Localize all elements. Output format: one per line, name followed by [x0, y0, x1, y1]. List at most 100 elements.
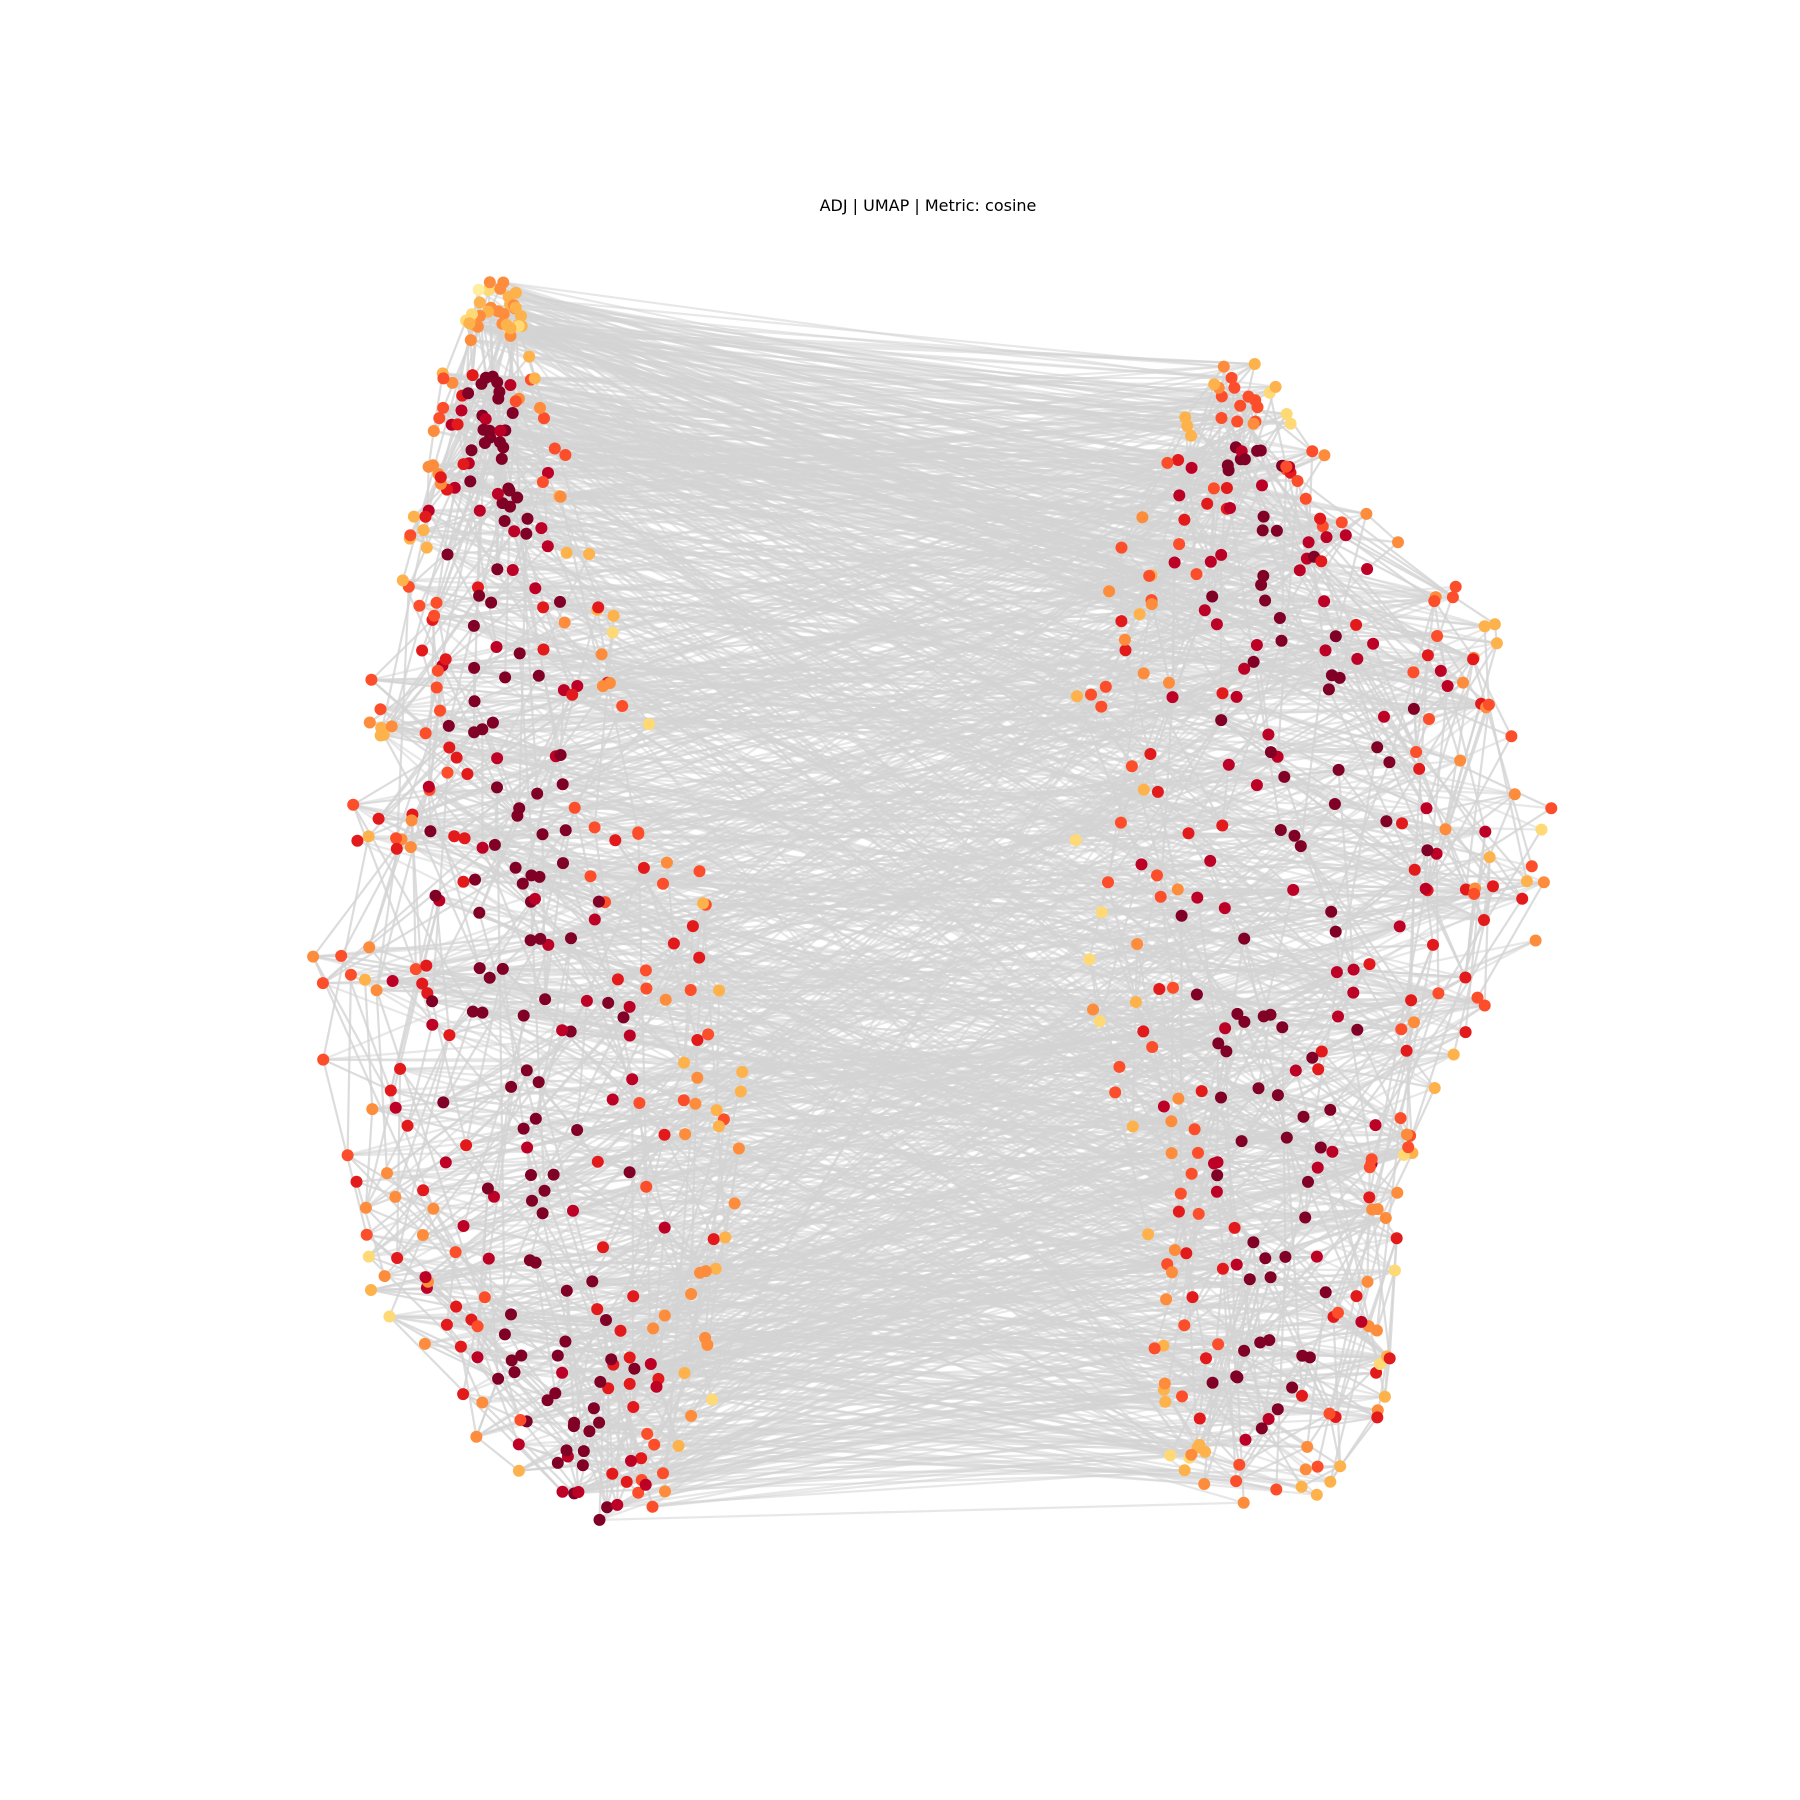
graph-edge	[1188, 802, 1336, 835]
graph-edge	[510, 332, 1255, 366]
graph-node	[1188, 1123, 1201, 1136]
graph-node	[701, 1338, 714, 1351]
graph-node	[1525, 860, 1538, 873]
graph-node	[1264, 746, 1277, 759]
graph-edge	[1240, 992, 1440, 1142]
graph-node	[536, 828, 549, 841]
graph-node	[1250, 779, 1263, 792]
graph-edge	[1263, 1015, 1358, 1031]
graph-node	[1334, 1460, 1347, 1473]
graph-node	[694, 1266, 706, 1279]
graph-node	[1167, 981, 1179, 994]
graph-edge	[715, 888, 1467, 1270]
graph-edge	[1368, 1050, 1408, 1168]
graph-node	[1325, 905, 1338, 918]
graph-node	[534, 401, 546, 414]
graph-node	[1432, 987, 1445, 1000]
graph-node	[479, 371, 492, 384]
graph-node	[1441, 680, 1454, 692]
graph-edge	[528, 1213, 544, 1261]
graph-node	[1157, 1100, 1170, 1113]
graph-node	[644, 1358, 657, 1370]
graph-edge	[461, 395, 485, 431]
graph-edge	[690, 696, 1174, 1295]
graph-node	[1483, 851, 1496, 864]
graph-node	[513, 802, 526, 815]
graph-edge	[1294, 1070, 1358, 1297]
graph-edge	[1444, 828, 1523, 900]
graph-node	[635, 1452, 648, 1465]
graph-edge	[1324, 649, 1385, 718]
graph-node	[1238, 662, 1251, 675]
graph-edge	[386, 1172, 1176, 1252]
graph-edge	[435, 894, 1202, 1093]
graph-edge	[427, 1259, 531, 1283]
graph-edge	[539, 829, 567, 940]
graph-edge	[446, 1172, 1192, 1326]
graph-edge	[1209, 488, 1215, 562]
graph-node	[441, 548, 454, 561]
graph-node	[541, 1394, 554, 1407]
graph-node	[1468, 887, 1481, 900]
graph-edge	[1280, 828, 1485, 922]
graph-node	[416, 644, 429, 657]
graph-node	[1178, 513, 1191, 526]
figure-title: ADJ | UMAP | Metric: cosine	[820, 196, 1037, 215]
graph-edge	[1317, 1068, 1371, 1168]
graph-node	[1407, 666, 1420, 679]
graph-node	[1235, 1135, 1248, 1148]
graph-edge	[535, 1261, 1395, 1272]
graph-node	[433, 412, 446, 425]
graph-edge	[1311, 963, 1371, 1059]
graph-edge	[427, 615, 436, 787]
graph-edge	[632, 1045, 1153, 1081]
graph-node	[1228, 1221, 1241, 1234]
graph-edge	[542, 606, 609, 684]
graph-edge	[1164, 1382, 1293, 1389]
graph-node	[693, 865, 706, 878]
graph-edge	[1243, 1021, 1288, 1138]
graph-node	[1257, 569, 1270, 582]
graph-edge	[1405, 829, 1543, 1052]
graph-node	[455, 404, 468, 417]
graph-node	[623, 1029, 636, 1042]
graph-edge	[646, 987, 720, 992]
graph-node	[1148, 1342, 1161, 1355]
graph-edge	[1180, 915, 1260, 1089]
graph-edge	[1125, 600, 1325, 652]
graph-edge	[1339, 676, 1464, 684]
graph-edge	[518, 1449, 567, 1472]
graph-node	[1490, 637, 1503, 650]
graph-edge	[1178, 399, 1257, 497]
graph-edge	[312, 956, 522, 1421]
graph-edge	[562, 1444, 680, 1493]
graph-node	[1193, 1412, 1206, 1425]
graph-edge	[1369, 1166, 1399, 1194]
graph-node	[1423, 713, 1435, 725]
graph-node	[1172, 454, 1185, 466]
graph-node	[623, 1000, 636, 1013]
graph-node	[504, 500, 516, 513]
graph-node	[505, 1308, 517, 1321]
graph-node	[1402, 1141, 1415, 1154]
graph-edge	[436, 670, 450, 727]
graph-node	[526, 1194, 538, 1207]
graph-edge	[629, 989, 692, 1037]
graph-node	[1102, 876, 1114, 889]
graph-node	[1204, 854, 1217, 867]
graph-node	[650, 1380, 663, 1393]
graph-node	[491, 752, 504, 765]
graph-node	[1408, 1016, 1420, 1029]
graph-node	[1238, 1015, 1251, 1028]
graph-node	[647, 1322, 660, 1335]
graph-edge	[448, 724, 561, 757]
graph-edge	[611, 902, 704, 1100]
graph-edge	[427, 1199, 533, 1283]
graph-node	[728, 1197, 741, 1210]
graph-node	[536, 476, 549, 488]
graph-edge	[432, 394, 464, 432]
graph-node	[1396, 817, 1408, 830]
graph-edge	[542, 553, 591, 650]
graph-node	[1185, 1448, 1198, 1461]
graph-edge	[394, 1196, 457, 1253]
